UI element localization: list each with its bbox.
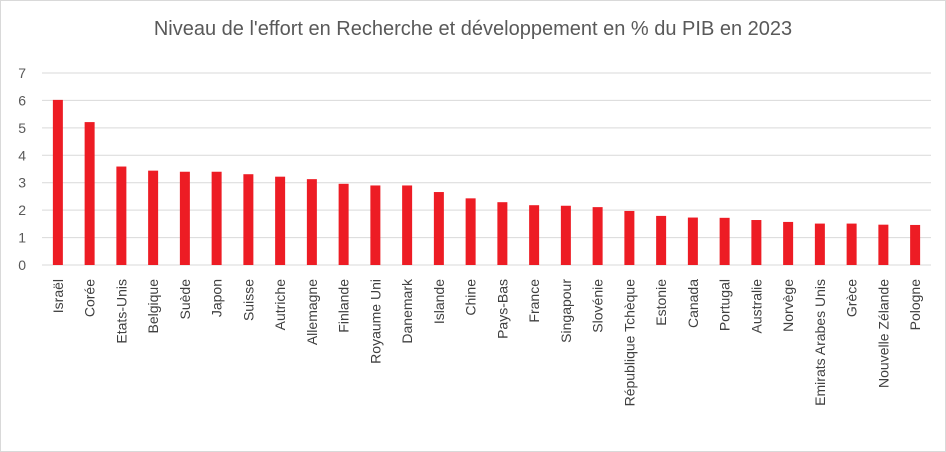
x-category-label: République Tchèque bbox=[621, 279, 637, 407]
x-category-label: Estonie bbox=[653, 279, 669, 326]
x-category-label: Islande bbox=[431, 279, 447, 324]
x-category-label: Singapour bbox=[558, 279, 574, 343]
y-tick-label: 3 bbox=[18, 175, 26, 191]
y-axis-tick-labels: 0 1 2 3 4 5 6 7 bbox=[18, 65, 26, 273]
y-tick-label: 4 bbox=[18, 147, 26, 163]
bars bbox=[52, 99, 921, 266]
bar-israël bbox=[52, 99, 63, 265]
bar-slovénie bbox=[592, 207, 603, 265]
bar-finlande bbox=[338, 183, 349, 265]
x-axis-category-labels: Israël Corée Etats-Unis Belgique Suède Japon S… bbox=[50, 278, 923, 406]
x-category-label: Allemagne bbox=[304, 279, 320, 345]
bar-singapour bbox=[560, 205, 571, 265]
x-category-label: Pays-Bas bbox=[494, 279, 510, 339]
y-tick-label: 5 bbox=[18, 120, 26, 136]
bar-australie bbox=[751, 220, 762, 265]
x-category-label: Israël bbox=[50, 279, 66, 313]
x-category-label: Canada bbox=[685, 279, 701, 328]
bar-autriche bbox=[275, 176, 286, 265]
bar-corée bbox=[84, 122, 95, 266]
x-category-label: Nouvelle Zélande bbox=[875, 279, 891, 388]
x-category-label: Pologne bbox=[907, 279, 923, 331]
y-tick-label: 2 bbox=[18, 202, 26, 218]
x-category-label: Chine bbox=[463, 279, 479, 316]
x-category-label: Etats-Unis bbox=[113, 279, 129, 344]
y-tick-label: 7 bbox=[18, 65, 26, 81]
bar-france bbox=[529, 205, 540, 265]
bar-république-tchèque bbox=[624, 210, 635, 265]
bar-norvège bbox=[783, 221, 794, 265]
bar-portugal bbox=[719, 217, 730, 265]
bar-danemark bbox=[402, 185, 413, 265]
gridlines bbox=[42, 72, 931, 266]
x-category-label: Royaume Uni bbox=[367, 279, 383, 364]
bar-grèce bbox=[846, 223, 857, 265]
x-category-label: Australie bbox=[748, 279, 764, 334]
bar-canada bbox=[687, 217, 698, 265]
y-tick-label: 1 bbox=[18, 230, 26, 246]
chart-title: Niveau de l'effort en Recherche et dével… bbox=[153, 18, 793, 40]
x-category-label: Danemark bbox=[399, 278, 415, 344]
bar-belgique bbox=[148, 170, 159, 265]
bar-chine bbox=[465, 198, 476, 265]
x-category-label: Belgique bbox=[145, 279, 161, 334]
x-category-label: Corée bbox=[82, 279, 98, 317]
bar-nouvelle-zélande bbox=[878, 224, 889, 265]
x-category-label: Finlande bbox=[336, 279, 352, 333]
x-category-label: Slovénie bbox=[590, 279, 606, 333]
bar-etats-unis bbox=[116, 166, 127, 265]
bar-emirats-arabes-unis bbox=[814, 223, 825, 265]
x-category-label: Portugal bbox=[717, 279, 733, 331]
x-category-label: Autriche bbox=[272, 279, 288, 331]
bar-pologne bbox=[910, 224, 921, 265]
bar-pays-bas bbox=[497, 202, 508, 265]
y-tick-label: 0 bbox=[18, 257, 26, 273]
bar-allemagne bbox=[306, 179, 317, 265]
bar-estonie bbox=[656, 215, 667, 265]
x-category-label: Suisse bbox=[240, 279, 256, 321]
x-category-label: Grèce bbox=[844, 279, 860, 317]
x-category-label: Japon bbox=[209, 279, 225, 317]
bar-suisse bbox=[243, 174, 254, 265]
bar-suède bbox=[179, 171, 190, 265]
x-category-label: Norvège bbox=[780, 279, 796, 332]
x-category-label: Suède bbox=[177, 279, 193, 320]
y-tick-label: 6 bbox=[18, 92, 26, 108]
bar-japon bbox=[211, 171, 222, 265]
bar-islande bbox=[433, 192, 444, 265]
bar-royaume-uni bbox=[370, 185, 381, 265]
x-category-label: Emirats Arabes Unis bbox=[812, 279, 828, 406]
x-category-label: France bbox=[526, 279, 542, 323]
